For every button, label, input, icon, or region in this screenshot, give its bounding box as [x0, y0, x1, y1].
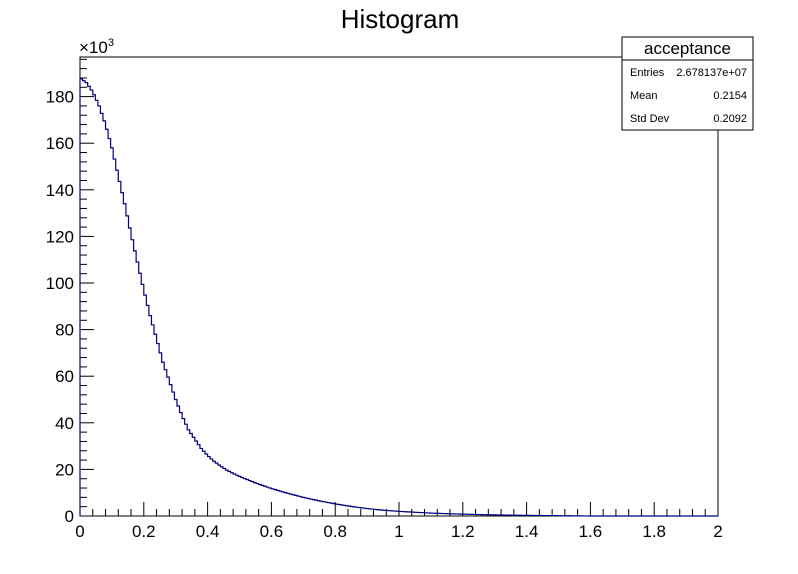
- x-tick-label: 0: [75, 522, 84, 541]
- y-multiplier-base: ×10: [79, 38, 108, 57]
- x-tick-label: 0.2: [132, 522, 156, 541]
- x-tick-label: 1.6: [579, 522, 603, 541]
- x-tick-label: 1: [394, 522, 403, 541]
- stats-label-stddev: Std Dev: [630, 113, 670, 125]
- y-tick-label: 140: [46, 181, 74, 200]
- y-tick-label: 180: [46, 88, 74, 107]
- x-tick-label: 1.8: [642, 522, 666, 541]
- x-tick-label: 1.2: [451, 522, 475, 541]
- stats-box-frame: [621, 36, 754, 131]
- y-tick-label: 80: [55, 321, 74, 340]
- y-tick-label: 60: [55, 367, 74, 386]
- chart-title: Histogram: [341, 4, 459, 34]
- stats-box: acceptance Entries 2.678137e+07 Mean 0.2…: [621, 36, 754, 131]
- y-tick-label: 40: [55, 414, 74, 433]
- x-tick-label: 0.8: [323, 522, 347, 541]
- y-multiplier: ×103: [79, 37, 114, 57]
- stats-value-mean: 0.2154: [713, 90, 747, 102]
- stats-label-mean: Mean: [630, 90, 658, 102]
- x-tick-label: 1.4: [515, 522, 539, 541]
- x-axis-ticks: 0 0.2 0.4 0.6 0.8 1 1.2 1.4 1.6 1.8 2: [75, 502, 723, 541]
- y-tick-label: 120: [46, 227, 74, 246]
- histogram-line: [79, 78, 718, 517]
- y-tick-label: 0: [65, 507, 74, 526]
- y-tick-label: 100: [46, 274, 74, 293]
- x-tick-label: 0.4: [196, 522, 220, 541]
- stats-value-stddev: 0.2092: [713, 113, 747, 125]
- y-multiplier-exponent: 3: [108, 37, 114, 49]
- stats-value-entries: 2.678137e+07: [676, 67, 747, 79]
- x-tick-label: 2: [713, 522, 722, 541]
- y-tick-label: 20: [55, 460, 74, 479]
- y-tick-label: 160: [46, 134, 74, 153]
- y-axis-ticks: 0 20 40 60 80 100 120 140 160 180: [46, 58, 94, 526]
- x-tick-label: 0.6: [260, 522, 284, 541]
- stats-label-entries: Entries: [630, 67, 665, 79]
- stats-box-title: acceptance: [644, 39, 731, 58]
